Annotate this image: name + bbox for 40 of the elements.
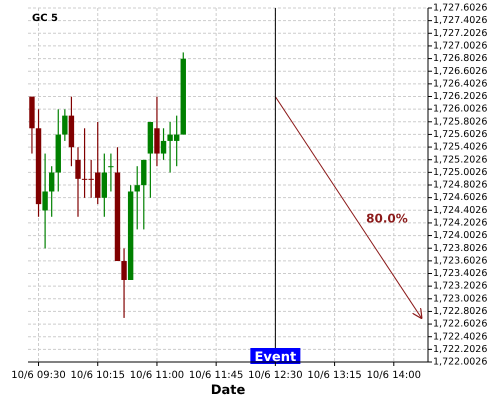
x-tick-label: 10/6 12:30 xyxy=(248,370,303,381)
x-tick-label: 10/6 09:30 xyxy=(11,370,66,381)
y-tick-label: 1,726.4026 xyxy=(433,78,488,90)
y-tick-label: 1,725.2026 xyxy=(433,154,488,166)
y-tick-label: 1,724.2026 xyxy=(433,218,488,229)
y-tick-label: 1,727.6026 xyxy=(433,2,488,14)
x-tick-label: 10/6 13:15 xyxy=(307,370,362,381)
x-tick-label: 10/6 10:15 xyxy=(70,370,125,381)
y-tick-label: 1,722.6026 xyxy=(433,318,488,330)
y-tick-label: 1,725.4026 xyxy=(433,142,488,153)
annotation: 80.0% xyxy=(366,212,408,226)
y-tick-label: 1,726.0026 xyxy=(433,104,488,115)
y-tick-label: 1,722.0026 xyxy=(433,356,488,368)
y-tick-label: 1,725.8026 xyxy=(433,116,488,128)
y-tick-label: 1,726.8026 xyxy=(433,53,488,64)
x-tick-label: 10/6 14:00 xyxy=(366,370,422,381)
y-tick-label: 1,727.0026 xyxy=(433,40,488,52)
y-tick-label: 1,723.0026 xyxy=(433,293,488,304)
text: GC 5 xyxy=(32,13,58,24)
y-tick-label: 1,722.8026 xyxy=(433,306,488,318)
y-tick-label: 1,726.6026 xyxy=(433,66,488,77)
y-tick-label: 1,723.4026 xyxy=(433,268,488,280)
x-axis-title: Date xyxy=(210,383,246,398)
y-tick-label: 1,722.2026 xyxy=(433,344,488,355)
y-tick-label: 1,726.2026 xyxy=(433,91,488,102)
y-tick-label: 1,723.8026 xyxy=(433,242,488,254)
y-tick-label: 1,727.2026 xyxy=(433,28,488,39)
x-tick-label: 10/6 11:00 xyxy=(130,370,184,381)
y-tick-label: 1,724.6026 xyxy=(433,192,488,204)
y-tick-label: 1,724.8026 xyxy=(433,180,488,191)
ref-line-label: Event xyxy=(254,350,296,365)
y-tick-label: 1,723.6026 xyxy=(433,255,488,266)
y-tick-label: 1,724.4026 xyxy=(433,204,488,216)
y-tick-label: 1,723.2026 xyxy=(433,280,488,292)
y-tick-label: 1,722.4026 xyxy=(433,331,488,342)
y-tick-label: 1,725.6026 xyxy=(433,129,488,140)
y-tick-label: 1,725.0026 xyxy=(433,166,488,178)
y-tick-label: 1,727.4026 xyxy=(433,15,488,26)
y-tick-label: 1,724.0026 xyxy=(433,230,488,242)
x-tick-label: 10/6 11:45 xyxy=(188,370,244,381)
